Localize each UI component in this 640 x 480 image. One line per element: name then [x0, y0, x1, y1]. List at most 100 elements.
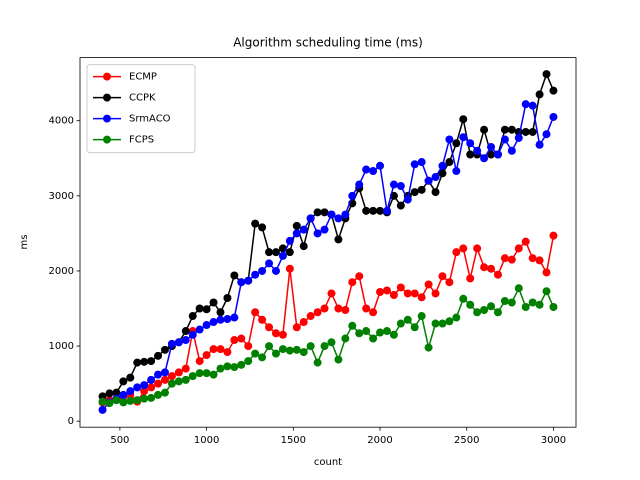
data-point	[167, 372, 176, 381]
data-point	[237, 334, 246, 343]
legend-marker	[103, 135, 111, 144]
data-point	[493, 150, 502, 159]
data-point	[271, 266, 280, 275]
data-point	[195, 304, 204, 313]
data-point	[154, 390, 163, 399]
data-point	[119, 377, 128, 386]
data-point	[507, 255, 516, 264]
data-point	[389, 290, 398, 299]
data-point	[410, 160, 419, 169]
data-point	[133, 396, 142, 405]
data-point	[299, 242, 308, 251]
data-point	[258, 353, 267, 362]
data-point	[320, 304, 329, 313]
data-point	[209, 370, 218, 379]
data-point	[299, 225, 308, 234]
data-point	[112, 396, 121, 405]
data-point	[299, 318, 308, 327]
data-point	[265, 342, 274, 351]
data-point	[271, 329, 280, 338]
x-tick-label: 3000	[541, 435, 566, 446]
data-point	[334, 355, 343, 364]
data-point	[369, 308, 378, 317]
data-point	[417, 185, 426, 194]
data-point	[230, 313, 239, 322]
data-point	[154, 379, 163, 388]
data-point	[313, 308, 322, 317]
x-tick-label: 2000	[367, 435, 392, 446]
data-point	[431, 188, 440, 197]
data-point	[362, 304, 371, 313]
data-point	[230, 363, 239, 372]
data-point	[362, 206, 371, 215]
data-point	[202, 321, 211, 330]
data-point	[278, 330, 287, 339]
data-point	[369, 334, 378, 343]
data-point	[417, 312, 426, 321]
data-point	[209, 318, 218, 327]
data-point	[119, 390, 128, 399]
data-point	[376, 287, 385, 296]
data-point	[133, 383, 142, 392]
data-point	[445, 317, 454, 326]
x-tick-label: 1000	[194, 435, 219, 446]
data-point	[521, 303, 530, 312]
y-tick-label: 4000	[49, 116, 74, 127]
data-point	[223, 362, 232, 371]
data-point	[306, 214, 315, 223]
data-point	[382, 206, 391, 215]
data-point	[334, 304, 343, 313]
data-point	[271, 248, 280, 257]
data-point	[278, 345, 287, 354]
data-point	[216, 315, 225, 324]
data-point	[285, 236, 294, 245]
data-point	[542, 268, 551, 277]
data-point	[244, 357, 253, 366]
data-point	[445, 278, 454, 287]
data-point	[528, 254, 537, 263]
data-point	[396, 201, 405, 210]
data-point	[403, 315, 412, 324]
data-point	[292, 323, 301, 332]
data-point	[313, 358, 322, 367]
data-point	[195, 325, 204, 334]
data-point	[230, 271, 239, 280]
data-point	[140, 357, 149, 366]
data-point	[265, 248, 274, 257]
data-point	[473, 244, 482, 253]
data-point	[195, 369, 204, 378]
data-point	[306, 312, 315, 321]
data-point	[459, 244, 468, 253]
data-point	[438, 272, 447, 281]
data-point	[500, 125, 509, 134]
data-point	[438, 319, 447, 328]
data-point	[396, 319, 405, 328]
data-point	[403, 289, 412, 298]
data-point	[431, 173, 440, 182]
data-point	[271, 349, 280, 358]
data-point	[362, 165, 371, 174]
data-point	[223, 293, 232, 302]
data-point	[278, 251, 287, 260]
data-point	[549, 303, 558, 312]
data-point	[202, 369, 211, 378]
data-point	[188, 372, 197, 381]
legend-label: ECMP	[129, 72, 157, 83]
data-point	[473, 308, 482, 317]
data-point	[244, 342, 253, 351]
data-point	[355, 272, 364, 281]
data-point	[251, 349, 260, 358]
data-point	[369, 167, 378, 176]
data-point	[521, 237, 530, 246]
legend-label: SrmACO	[129, 114, 171, 125]
data-point	[105, 399, 114, 408]
data-point	[188, 312, 197, 321]
data-point	[154, 370, 163, 379]
data-point	[493, 308, 502, 317]
data-point	[133, 358, 142, 367]
data-point	[147, 357, 156, 366]
data-point	[382, 286, 391, 295]
data-point	[105, 389, 114, 398]
data-point	[181, 327, 190, 336]
data-point	[251, 308, 260, 317]
